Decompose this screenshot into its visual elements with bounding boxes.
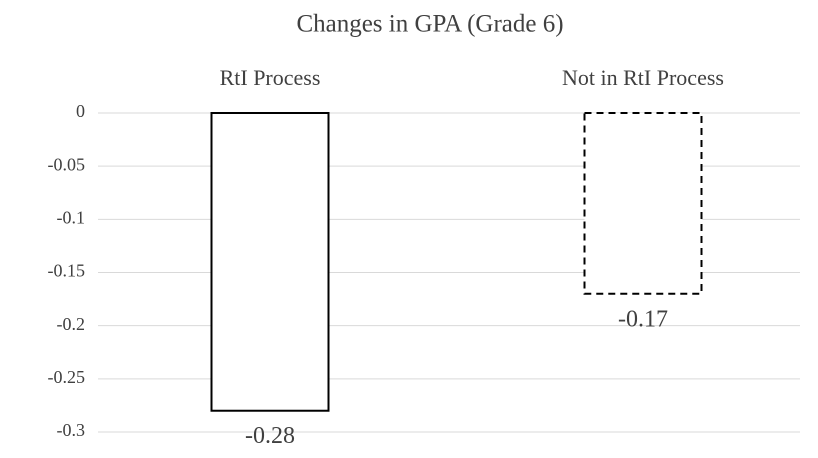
y-tick-label: -0.3 <box>57 420 86 440</box>
data-label: -0.17 <box>618 306 668 332</box>
x-tick-label: Not in RtI Process <box>562 65 724 90</box>
y-tick-label: 0 <box>76 101 85 121</box>
y-tick-label: -0.25 <box>48 367 86 387</box>
y-tick-label: -0.2 <box>57 314 86 334</box>
chart-title: Changes in GPA (Grade 6) <box>296 11 563 38</box>
data-label: -0.28 <box>245 423 295 449</box>
bar <box>583 112 703 295</box>
bar <box>210 112 330 412</box>
x-tick-label: RtI Process <box>220 65 321 90</box>
y-tick-label: -0.05 <box>48 154 86 174</box>
y-tick-label: -0.15 <box>48 261 86 281</box>
y-tick-label: -0.1 <box>57 207 86 227</box>
